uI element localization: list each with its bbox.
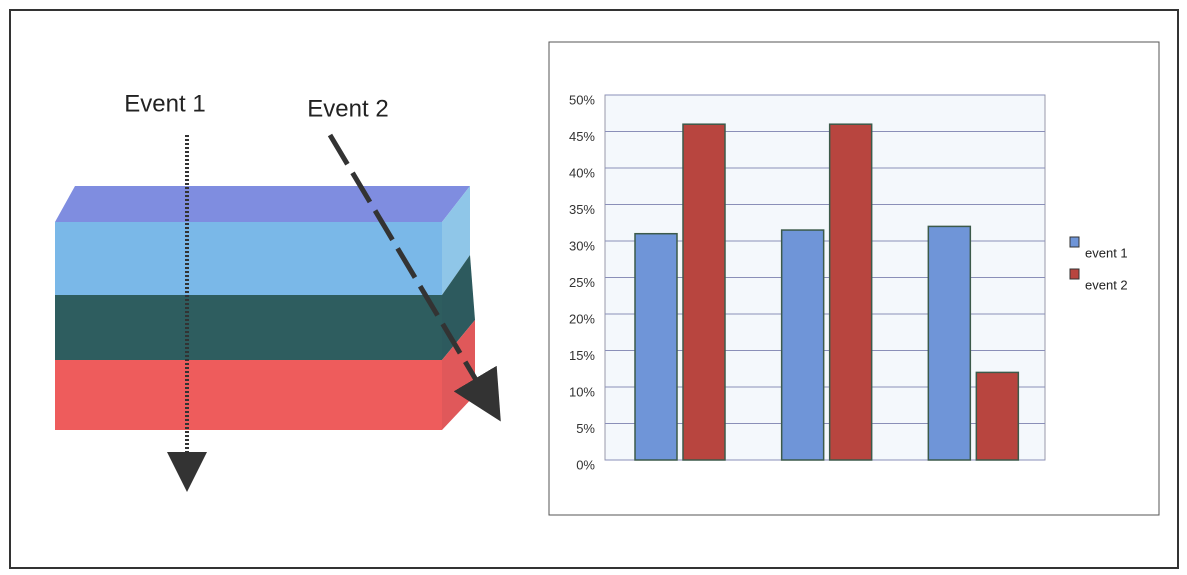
event-path xyxy=(327,133,501,422)
bar xyxy=(780,229,825,461)
y-tick-label: 45% xyxy=(569,129,595,144)
y-tick-label: 25% xyxy=(569,275,595,290)
y-tick-label: 0% xyxy=(576,457,595,472)
y-tick-label: 30% xyxy=(569,238,595,253)
y-tick-label: 50% xyxy=(569,92,595,107)
y-tick-label: 5% xyxy=(576,421,595,436)
event-label: Event 1 xyxy=(124,90,205,117)
bar xyxy=(634,232,678,461)
y-tick-label: 35% xyxy=(569,202,595,217)
layer xyxy=(55,295,442,360)
bar xyxy=(682,123,726,461)
chart: 0% 5% 10% 15% 20% 25% 30% 35% 40% 45% 50% event 1 ev… xyxy=(569,92,1128,472)
bar xyxy=(975,371,1020,461)
legend-label: event 1 xyxy=(1085,245,1128,260)
y-tick-label: 40% xyxy=(569,165,595,180)
y-tick-label: 15% xyxy=(569,348,595,363)
legend-label: event 2 xyxy=(1085,277,1128,292)
layer-diagram: Event 1 Event 2 xyxy=(55,90,501,492)
bar xyxy=(828,123,873,461)
y-tick-label: 10% xyxy=(569,384,595,399)
legend-marker xyxy=(1069,236,1080,248)
legend-marker xyxy=(1069,268,1080,280)
top-face xyxy=(55,186,470,222)
side-face xyxy=(442,186,470,295)
layer xyxy=(55,360,442,430)
event-label: Event 2 xyxy=(307,95,388,122)
layer xyxy=(55,222,442,295)
bar xyxy=(927,225,972,461)
y-tick-label: 20% xyxy=(569,311,595,326)
